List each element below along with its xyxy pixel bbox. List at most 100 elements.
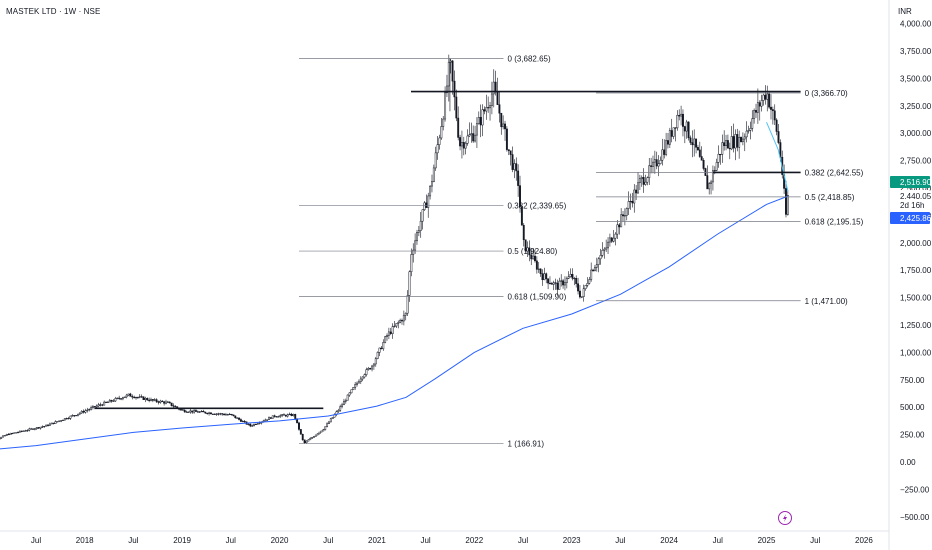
candle-body — [766, 93, 769, 100]
candle — [337, 408, 340, 413]
candle — [736, 128, 739, 152]
candle-body — [221, 413, 224, 415]
candle — [82, 409, 85, 414]
candle — [193, 408, 196, 414]
candle-body — [771, 109, 774, 112]
trend-lines[interactable] — [94, 90, 801, 410]
candle — [198, 411, 201, 413]
candle-body — [90, 407, 93, 410]
candle-body — [408, 271, 411, 296]
candle-body — [28, 428, 31, 431]
candle — [663, 139, 666, 159]
candle — [564, 276, 566, 291]
candle — [254, 423, 257, 426]
candle — [665, 132, 668, 157]
candle-body — [442, 118, 445, 127]
fib-level-label: 1 (166.91) — [508, 440, 545, 449]
candle-body — [726, 140, 729, 149]
candle-body — [500, 112, 503, 128]
currency-label[interactable]: INR — [898, 7, 912, 16]
candle — [475, 117, 478, 149]
price-badge-bg — [890, 199, 930, 211]
candle — [545, 272, 548, 284]
candle — [670, 118, 673, 143]
candle-body — [588, 279, 591, 284]
candle — [552, 280, 555, 291]
candle-body — [352, 387, 355, 390]
time-axis[interactable]: Jul 2018 Jul 2019 Jul 2020 Jul 2021 Jul 2022 Jul 20… — [31, 536, 873, 545]
candle — [2, 435, 4, 438]
fibonacci-retracements[interactable]: 0 (3,682.65) 0.382 (2,339.65) 0.5 (1,924.8… — [298, 54, 864, 449]
candle — [631, 192, 634, 208]
x-tick-label: Jul — [713, 536, 723, 545]
candle-body — [369, 367, 372, 370]
price-axis[interactable]: 4,000.00 3,750.00 3,500.00 3,250.00 3,000.00… — [900, 20, 932, 522]
candle — [268, 416, 270, 420]
candle — [618, 223, 621, 235]
candle — [165, 399, 167, 405]
candle-body — [584, 285, 587, 290]
candle — [646, 176, 649, 186]
candle — [490, 81, 493, 115]
candle-body — [693, 138, 696, 146]
short-moving-average-line — [766, 122, 789, 192]
price-badge: 2,425.86 — [890, 212, 932, 224]
candle-body — [157, 401, 160, 403]
candle-body — [361, 376, 364, 380]
candle — [101, 403, 104, 407]
candle-body — [226, 414, 229, 416]
candle — [762, 93, 765, 106]
candle — [481, 104, 484, 137]
candle — [67, 416, 70, 420]
candle — [487, 96, 490, 113]
candle-body — [687, 121, 690, 139]
candle — [567, 271, 570, 280]
candle-body — [185, 411, 188, 413]
candle-body — [116, 397, 119, 399]
candle — [623, 208, 626, 226]
candle-body — [174, 406, 177, 408]
candle — [166, 400, 169, 403]
candle — [655, 151, 658, 170]
candle — [644, 174, 647, 186]
candle — [313, 436, 315, 438]
candle — [393, 320, 396, 328]
candle — [777, 123, 780, 145]
candle-body — [120, 398, 122, 400]
candle-body — [5, 433, 8, 436]
candle — [667, 132, 669, 149]
candle-body — [464, 143, 467, 149]
candle — [661, 138, 664, 166]
candle-body — [466, 135, 469, 144]
candle — [650, 157, 653, 174]
candle — [170, 402, 173, 407]
candle-body — [446, 85, 448, 94]
candle-body — [550, 283, 553, 285]
candle-body — [209, 412, 212, 415]
candle — [440, 118, 443, 140]
candle-body — [243, 421, 246, 423]
candle-body — [700, 156, 703, 161]
candle-body — [515, 163, 518, 172]
candle-body — [144, 398, 147, 400]
candle-body — [451, 60, 454, 82]
candle — [640, 175, 643, 187]
candle-body — [535, 260, 538, 270]
tradingview-logo[interactable] — [778, 511, 792, 525]
candle-body — [356, 382, 358, 385]
candle — [284, 414, 287, 418]
candle-body — [239, 419, 242, 422]
candle-body — [775, 119, 778, 132]
candle — [206, 412, 209, 415]
candle — [414, 233, 417, 254]
candle — [710, 179, 713, 195]
candle-body — [695, 138, 698, 148]
candle — [151, 399, 154, 403]
candle-body — [339, 406, 342, 411]
candle — [121, 396, 124, 401]
candle-body — [627, 201, 630, 209]
candle-body — [715, 162, 718, 171]
candle-body — [425, 202, 428, 208]
candle — [620, 208, 623, 228]
